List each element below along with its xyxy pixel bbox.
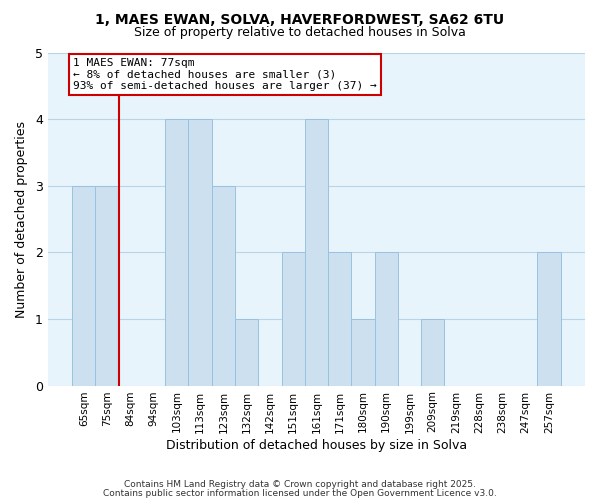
Bar [538, 252, 560, 386]
Bar [72, 186, 95, 386]
Text: 1, MAES EWAN, SOLVA, HAVERFORDWEST, SA62 6TU: 1, MAES EWAN, SOLVA, HAVERFORDWEST, SA62… [95, 12, 505, 26]
Bar [188, 119, 212, 386]
Y-axis label: Number of detached properties: Number of detached properties [15, 120, 28, 318]
Text: 1 MAES EWAN: 77sqm
← 8% of detached houses are smaller (3)
93% of semi-detached : 1 MAES EWAN: 77sqm ← 8% of detached hous… [73, 58, 377, 91]
Bar [212, 186, 235, 386]
X-axis label: Distribution of detached houses by size in Solva: Distribution of detached houses by size … [166, 440, 467, 452]
Bar [421, 319, 445, 386]
Text: Contains HM Land Registry data © Crown copyright and database right 2025.: Contains HM Land Registry data © Crown c… [124, 480, 476, 489]
Text: Size of property relative to detached houses in Solva: Size of property relative to detached ho… [134, 26, 466, 39]
Bar [328, 252, 351, 386]
Bar [95, 186, 119, 386]
Bar [165, 119, 188, 386]
Bar [351, 319, 374, 386]
Bar [235, 319, 258, 386]
Bar [305, 119, 328, 386]
Bar [374, 252, 398, 386]
Bar [281, 252, 305, 386]
Text: Contains public sector information licensed under the Open Government Licence v3: Contains public sector information licen… [103, 488, 497, 498]
